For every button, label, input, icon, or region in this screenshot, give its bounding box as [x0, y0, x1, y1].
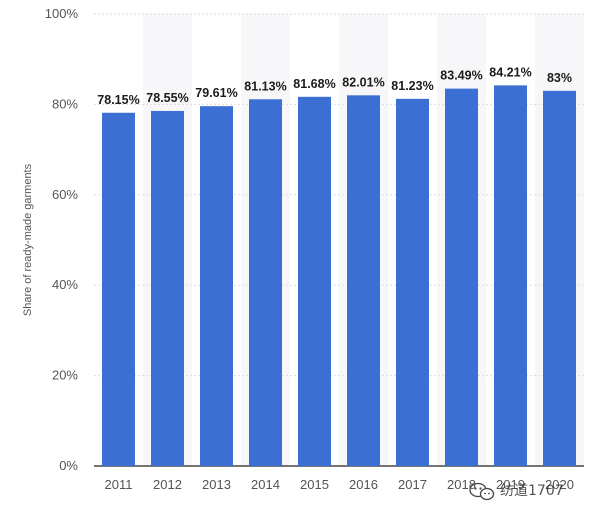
bar [445, 88, 478, 467]
data-label: 83% [547, 71, 572, 85]
data-label: 81.13% [244, 79, 286, 93]
data-label: 81.68% [293, 77, 335, 91]
y-tick-label: 20% [52, 368, 78, 383]
y-tick-label: 60% [52, 187, 78, 202]
data-label: 78.55% [146, 91, 188, 105]
wechat-icon [469, 482, 495, 501]
x-tick-label: 2020 [545, 477, 574, 492]
y-tick-label: 40% [52, 277, 78, 292]
y-tick-label: 0% [59, 458, 78, 473]
x-axis-ticks: 2011 2012 2013 2014 2015 2016 2017 2018 2019 2020 [105, 477, 574, 492]
x-tick-label: 2016 [349, 477, 378, 492]
x-tick-label: 2017 [398, 477, 427, 492]
bar [102, 112, 135, 467]
y-tick-label: 80% [52, 96, 78, 111]
bar [543, 90, 576, 466]
data-label: 84.21% [489, 65, 531, 79]
bar [298, 96, 331, 466]
data-labels: 78.15% 78.55% 79.61% 81.13% 81.68% 82.01% 81.2… [97, 65, 572, 106]
bar [396, 98, 429, 467]
x-tick-label: 2018 [447, 477, 476, 492]
x-tick-label: 2014 [251, 477, 280, 492]
bar [249, 99, 282, 467]
watermark-text: 纺道1707 [500, 483, 564, 499]
y-axis-ticks: 0% 20% 40% 60% 80% 100% [45, 6, 79, 473]
data-label: 82.01% [342, 75, 384, 89]
bars [102, 85, 576, 467]
data-label: 83.49% [440, 69, 482, 83]
data-label: 81.23% [391, 79, 433, 93]
bar [200, 106, 233, 466]
bar [347, 95, 380, 467]
y-tick-label: 100% [45, 6, 79, 21]
bar [151, 110, 184, 466]
data-label: 79.61% [195, 86, 237, 100]
x-tick-label: 2012 [153, 477, 182, 492]
x-tick-label: 2013 [202, 477, 231, 492]
data-label: 78.15% [97, 93, 139, 107]
x-tick-label: 2019 [496, 477, 525, 492]
y-axis-label: Share of ready-made garments [22, 163, 34, 316]
bar [494, 85, 527, 467]
x-tick-label: 2015 [300, 477, 329, 492]
x-tick-label: 2011 [105, 477, 133, 492]
watermark: 纺道1707 [469, 482, 564, 501]
